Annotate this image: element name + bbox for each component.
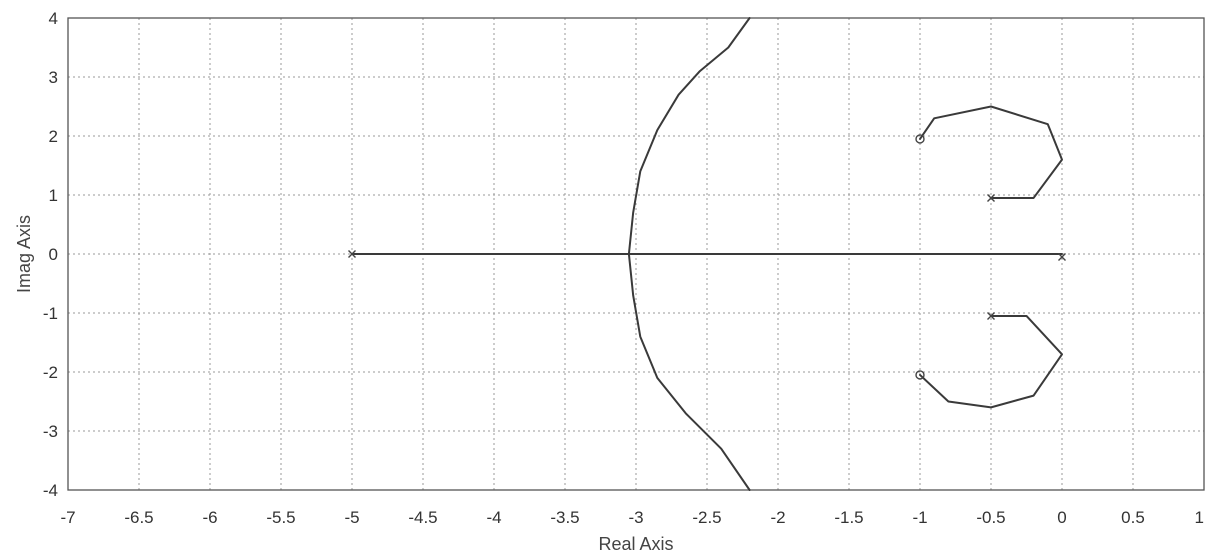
y-tick-label: 0: [49, 245, 58, 264]
x-tick-label: 0: [1057, 508, 1066, 527]
x-tick-label: -5: [344, 508, 359, 527]
x-tick-label: -3.5: [550, 508, 579, 527]
x-tick-label: 1: [1195, 508, 1204, 527]
locus-branch: [627, 17, 751, 491]
x-axis-label: Real Axis: [598, 534, 673, 554]
x-tick-labels: -7 -6.5 -6 -5.5 -5 -4.5 -4 -3.5 -3 -2.5 -2 -1.5 -1 -0…: [60, 508, 1204, 527]
y-tick-label: 3: [49, 68, 58, 87]
x-tick-label: -6.5: [124, 508, 153, 527]
x-tick-label: -4.5: [408, 508, 437, 527]
x-tick-label: -6: [202, 508, 217, 527]
y-tick-label: -2: [43, 363, 58, 382]
x-tick-label: -1: [912, 508, 927, 527]
x-tick-label: 0.5: [1121, 508, 1145, 527]
x-tick-label: -4: [486, 508, 501, 527]
pole-marker: [348, 250, 356, 258]
y-tick-label: -1: [43, 304, 58, 323]
plot-frame: [67, 17, 1205, 491]
locus-branch: [919, 314, 1063, 409]
pole-marker: [987, 193, 995, 202]
x-tick-label: -2.5: [692, 508, 721, 527]
y-tick-label: -3: [43, 422, 58, 441]
y-tick-label: -4: [43, 481, 58, 500]
x-tick-label: -0.5: [976, 508, 1005, 527]
y-tick-labels: -4 -3 -2 -1 0 1 2 3 4: [43, 9, 58, 500]
y-tick-label: 4: [49, 9, 58, 28]
locus-branch: [919, 105, 1063, 199]
x-tick-label: -5.5: [266, 508, 295, 527]
y-tick-label: 1: [49, 186, 58, 205]
y-axis-label: Imag Axis: [14, 215, 34, 293]
x-tick-label: -2: [770, 508, 785, 527]
zero-marker: [915, 134, 925, 144]
x-tick-label: -1.5: [834, 508, 863, 527]
pole-marker: [1058, 252, 1066, 261]
locus-branches: [351, 17, 1063, 491]
y-tick-label: 2: [49, 127, 58, 146]
zero-marker: [915, 370, 925, 380]
x-tick-label: -3: [628, 508, 643, 527]
pole-marker: [987, 311, 995, 320]
x-tick-label: -7: [60, 508, 75, 527]
pole-zero-markers: [348, 134, 1066, 380]
